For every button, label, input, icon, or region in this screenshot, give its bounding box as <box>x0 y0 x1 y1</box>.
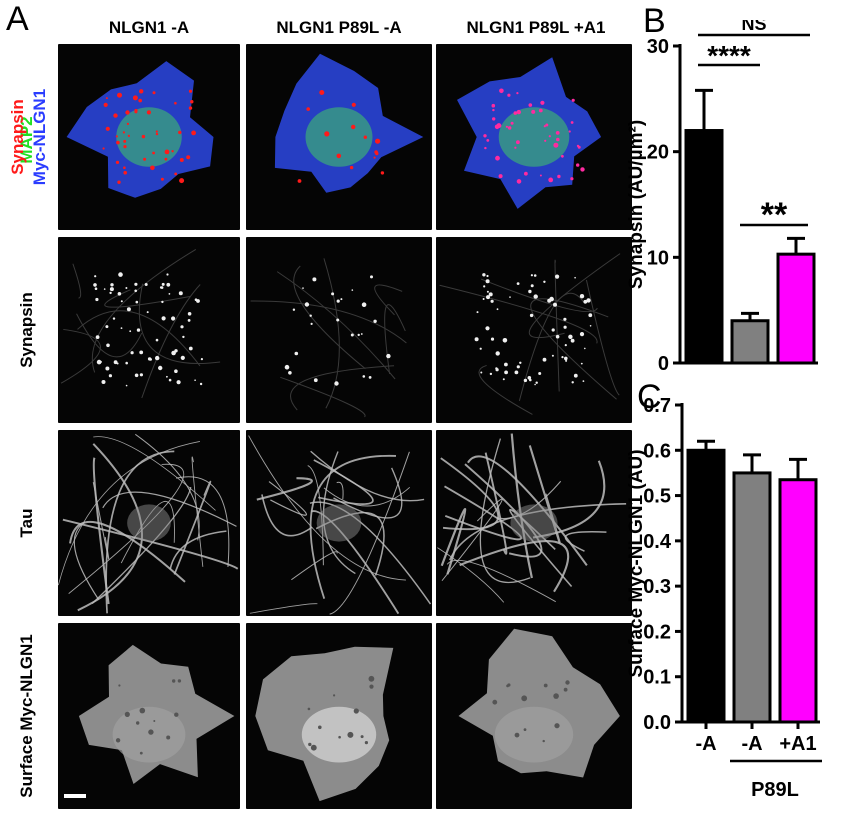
y-tick-label: 0.3 <box>643 576 671 598</box>
significance-label-2: ** <box>761 196 788 234</box>
group-label-p89l: P89L <box>751 779 799 801</box>
micrograph-merge-2 <box>246 44 432 230</box>
y-tick-label: 0.5 <box>643 486 671 508</box>
row-label-tau: Tau <box>17 508 36 538</box>
bar-1 <box>686 448 726 724</box>
x-tick-label: +A1 <box>779 733 816 755</box>
panel-letter-c: C <box>637 378 662 416</box>
scale-bar <box>64 794 86 798</box>
y-tick-label: 0.4 <box>643 531 672 553</box>
column-title-nlgn1-a: NLGN1 -A <box>108 18 190 37</box>
y-tick-label: 0.1 <box>643 667 671 689</box>
bar-2 <box>732 471 772 724</box>
micrograph-synapsin-2 <box>246 237 432 423</box>
row-label-synapsin: Synapsin <box>17 292 36 368</box>
channel-label-myc-nlgn1: Myc-NLGN1 <box>30 88 49 186</box>
micrograph-surface-3 <box>436 623 632 809</box>
y-tick-label: 20 <box>647 142 669 164</box>
micrograph-surface-1 <box>58 623 240 809</box>
y-axis-title: Synapsin (AU/µm²) <box>626 120 647 289</box>
merge-channel-labels: Synapsin Myc-NLGN1 <box>0 44 56 230</box>
micrograph-tau-1 <box>58 430 240 616</box>
panel-letter-a: A <box>6 0 29 38</box>
y-tick-label: 10 <box>647 247 669 269</box>
significance-label-1: **** <box>707 40 751 71</box>
y-tick-label: 0.7 <box>643 395 671 417</box>
micrograph-merge-1 <box>58 44 240 230</box>
panel-letter-b: B <box>643 2 666 40</box>
y-tick-label: 30 <box>647 36 669 58</box>
micrograph-synapsin-1 <box>58 237 240 423</box>
micrograph-tau-3 <box>436 430 632 616</box>
row-label-surface: Surface Myc-NLGN1 <box>17 634 36 798</box>
bar-1 <box>684 129 724 365</box>
column-title-p89l-a: NLGN1 P89L -A <box>276 18 402 37</box>
bar-2 <box>730 319 770 365</box>
x-tick-label: -A <box>741 733 762 755</box>
micrograph-tau-2 <box>246 430 432 616</box>
bar-3 <box>778 478 818 724</box>
y-tick-label: 0.6 <box>643 440 671 462</box>
bar-3 <box>776 252 816 365</box>
y-tick-label: 0.2 <box>643 621 671 643</box>
x-tick-label: -A <box>695 733 716 755</box>
y-tick-label: 0 <box>658 353 669 375</box>
chart-c: 0.0 0.1 0.2 0.3 0.4 0.5 0.6 0.7 Surface Myc-NLGN… <box>626 395 822 801</box>
micrograph-surface-2 <box>246 623 432 809</box>
column-title-p89l-a1: NLGN1 P89L +A1 <box>466 18 606 37</box>
micrograph-synapsin-3 <box>436 237 632 423</box>
micrograph-merge-3 <box>436 44 632 230</box>
channel-label-synapsin: Synapsin <box>8 99 27 175</box>
y-tick-label: 0.0 <box>643 712 671 734</box>
y-axis-title: Surface Myc-NLGN1 (AU) <box>626 449 647 677</box>
ns-label: NS <box>741 20 766 34</box>
